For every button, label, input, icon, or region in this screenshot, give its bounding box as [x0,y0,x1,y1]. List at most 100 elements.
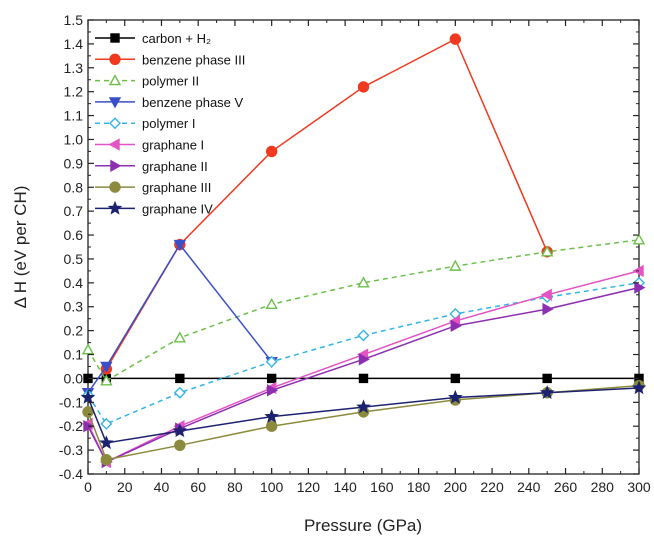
y-tick-label: 0.2 [64,323,84,339]
legend-marker [108,138,120,151]
data-point-polymer-ii [173,331,187,343]
series-graphane-iv [80,380,647,450]
x-tick-label: 100 [260,479,284,495]
y-tick-label: 0.1 [64,347,84,363]
data-point-carbon-h [266,373,277,384]
series-line-graphane-iv [87,387,640,444]
data-point-graphane-iv [99,435,114,450]
series-graphane-iii [82,379,645,466]
data-point-graphane-ii [634,281,646,294]
x-tick-label: 20 [117,479,133,495]
data-point-carbon-h [542,373,552,384]
y-tick-label: 1.2 [64,84,84,100]
legend-label: polymer II [142,74,199,89]
data-point-benzene-phase-iii [449,33,462,45]
y-tick-label: -0.1 [59,394,83,410]
data-point-graphane-iv [80,389,96,404]
legend-marker [108,97,122,109]
x-tick-label: 220 [480,479,504,495]
legend-item-graphane-iii: graphane III [95,180,211,195]
legend-label: graphane II [142,159,208,174]
legend-marker [107,200,123,215]
data-point-benzene-phase-v [173,239,187,252]
legend-label: benzene phase III [142,52,245,67]
series-line-benzene-phase-v [87,243,273,394]
legend-label: graphane III [142,180,211,195]
legend-marker [109,53,121,65]
legend-marker [108,74,122,86]
data-point-carbon-h [175,373,185,384]
y-tick-label: 1.3 [64,60,84,76]
data-point-graphane-iii [82,406,94,418]
x-tick-label: 180 [407,479,431,495]
data-point-polymer-ii [357,276,370,288]
y-tick-label: 0.9 [64,155,84,171]
x-tick-label: 300 [627,479,651,495]
legend-item-benzene-phase-v: benzene phase V [95,95,244,110]
x-tick-label: 200 [444,479,468,495]
x-tick-label: 0 [84,479,92,495]
y-tick-label: 1.5 [64,12,84,28]
data-point-graphane-ii [358,353,370,366]
series-line-polymer-i [87,282,640,425]
series-carbon-h [83,373,644,384]
series-layer [80,33,647,469]
y-tick-label: 0.5 [64,251,84,267]
data-point-graphane-iii [265,420,278,432]
legend-item-graphane-iv: graphane IV [95,200,213,216]
data-point-benzene-phase-iii [265,145,278,158]
legend-item-polymer-i: polymer I [95,116,195,131]
legend-item-graphane-i: graphane I [95,138,204,153]
y-tick-label: 0.8 [64,179,84,195]
x-tick-label: 120 [297,479,321,495]
axis-layer: 0 20 40 60 80 100 120 140 160 180 200 220 240 260 280 3… [59,12,651,495]
data-point-graphane-ii [542,302,554,316]
legend-item-benzene-phase-iii: benzene phase III [95,52,245,67]
data-point-benzene-phase-v [100,361,113,373]
legend-item-graphane-ii: graphane II [95,159,208,174]
legend-marker [109,181,121,193]
data-point-graphane-ii [266,384,279,397]
y-tick-label: 0.7 [64,203,84,219]
data-point-polymer-i [100,417,113,430]
data-point-polymer-ii [81,343,95,355]
legend-label: graphane IV [142,201,213,216]
data-point-polymer-ii [100,374,113,386]
data-point-graphane-i [540,288,552,301]
x-tick-label: 80 [227,479,243,495]
data-point-graphane-iv [356,399,371,414]
series-line-graphane-ii [87,286,640,464]
data-point-graphane-iv [448,389,463,404]
y-tick-label: 1.0 [64,131,84,147]
x-tick-label: 60 [190,479,206,495]
data-point-polymer-ii [540,245,554,257]
x-tick-label: 140 [333,479,357,495]
legend: carbon + H₂ benzene phase III polymer II be… [95,31,245,216]
legend-item-carbon-h: carbon + H₂ [95,31,211,46]
legend-label: carbon + H₂ [142,31,211,46]
y-tick-label: -0.4 [59,466,83,482]
y-tick-label: 0.3 [64,299,84,315]
series-polymer-ii [81,233,646,386]
data-point-graphane-ii [450,319,462,333]
legend-label: graphane I [142,138,204,153]
legend-marker [110,159,122,172]
y-tick-label: 0.4 [64,275,84,291]
x-axis-title: Pressure (GPa) [304,516,422,535]
data-point-polymer-i [173,386,186,399]
data-point-polymer-ii [449,259,462,271]
y-tick-label: 1.4 [64,36,84,52]
legend-label: polymer I [142,116,195,131]
data-point-graphane-iii [174,439,186,452]
data-point-polymer-ii [632,233,646,245]
data-point-graphane-iv [172,423,188,438]
x-tick-label: 280 [591,479,615,495]
data-point-polymer-i [357,329,370,342]
y-tick-label: -0.2 [59,418,83,434]
data-point-carbon-h [358,373,369,384]
y-tick-label: 1.1 [64,108,84,124]
y-tick-label: 0.6 [64,227,84,243]
data-point-polymer-i [265,355,278,368]
y-tick-label: -0.3 [59,442,83,458]
data-point-polymer-ii [265,297,278,310]
